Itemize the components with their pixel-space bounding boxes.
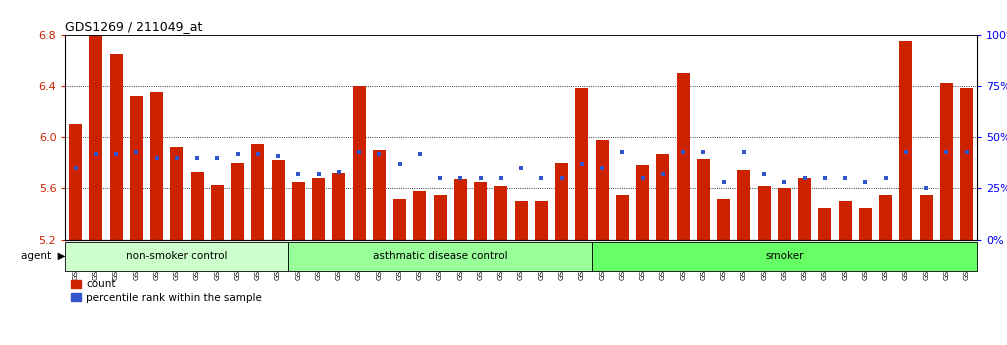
Bar xyxy=(737,170,750,240)
Bar xyxy=(170,147,183,240)
Bar xyxy=(454,179,467,240)
Bar xyxy=(595,140,608,240)
Bar xyxy=(69,124,83,240)
Bar xyxy=(535,201,548,240)
Bar xyxy=(757,186,770,240)
Bar xyxy=(859,208,872,240)
Bar xyxy=(373,150,386,240)
Bar xyxy=(130,96,143,240)
Bar xyxy=(515,201,528,240)
Bar xyxy=(332,173,345,240)
Bar xyxy=(190,172,203,240)
Bar xyxy=(352,86,366,240)
Bar xyxy=(899,41,912,240)
Text: asthmatic disease control: asthmatic disease control xyxy=(373,251,508,261)
Text: GDS1269 / 211049_at: GDS1269 / 211049_at xyxy=(65,20,202,33)
Bar xyxy=(65,241,288,271)
Bar xyxy=(940,83,953,240)
Bar xyxy=(272,160,285,240)
Bar xyxy=(697,159,710,240)
Bar xyxy=(677,73,690,240)
Bar xyxy=(592,241,977,271)
Bar xyxy=(819,208,832,240)
Bar xyxy=(839,201,852,240)
Bar xyxy=(494,186,508,240)
Bar xyxy=(799,178,812,240)
Legend: count, percentile rank within the sample: count, percentile rank within the sample xyxy=(70,279,262,303)
Bar xyxy=(110,54,123,240)
Bar xyxy=(210,185,224,240)
Bar xyxy=(292,182,305,240)
Bar xyxy=(252,144,265,240)
Bar xyxy=(717,199,730,240)
Bar xyxy=(393,199,406,240)
Text: non-smoker control: non-smoker control xyxy=(126,251,228,261)
Bar xyxy=(150,92,163,240)
Bar xyxy=(413,191,426,240)
Bar xyxy=(636,165,650,240)
Bar xyxy=(879,195,892,240)
Bar xyxy=(90,32,103,240)
Bar xyxy=(434,195,447,240)
Bar xyxy=(919,195,932,240)
Text: smoker: smoker xyxy=(765,251,804,261)
Bar xyxy=(474,182,487,240)
Bar xyxy=(231,163,244,240)
Bar xyxy=(555,163,568,240)
Bar xyxy=(616,195,629,240)
Bar xyxy=(312,178,325,240)
Bar xyxy=(960,88,973,240)
Bar xyxy=(575,88,588,240)
Bar xyxy=(777,188,790,240)
Bar xyxy=(288,241,592,271)
Bar xyxy=(657,154,670,240)
Text: agent  ▶: agent ▶ xyxy=(21,251,65,261)
